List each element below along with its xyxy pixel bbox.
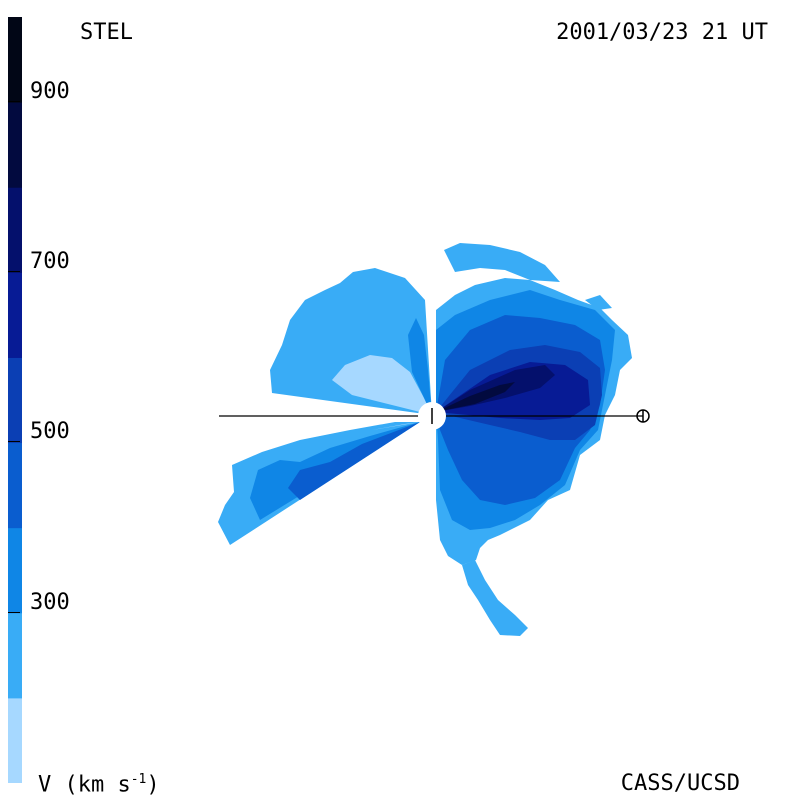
colorbar-segment xyxy=(8,102,22,188)
wedge-lower-left xyxy=(218,422,420,545)
observatory-label: STEL xyxy=(80,20,133,45)
colorbar-segment xyxy=(8,697,22,783)
colorbar-segment xyxy=(8,272,22,358)
credit-label: CASS/UCSD xyxy=(620,771,740,796)
colorbar-tick-label: 500 xyxy=(30,419,70,444)
colorbar-segment xyxy=(8,17,22,103)
wedge-bottom-tail xyxy=(462,560,528,636)
colorbar-segment xyxy=(8,527,22,614)
units-exponent: -1 xyxy=(130,772,147,787)
colorbar-tick-label: 700 xyxy=(30,249,70,274)
wedge-right xyxy=(436,278,632,565)
colorbar-segment xyxy=(8,442,22,529)
earth-symbol-icon xyxy=(636,409,650,423)
colorbar-tick-label: 300 xyxy=(30,590,70,615)
wedge-upper-left xyxy=(270,268,432,415)
colorbar-segment xyxy=(8,612,22,699)
wedge-top-fragments xyxy=(444,243,612,310)
units-label: V (km s-1) xyxy=(38,773,160,796)
timestamp-label: 2001/03/23 21 UT xyxy=(556,20,768,45)
units-suffix: ) xyxy=(146,772,160,798)
colorbar-tick-label: 900 xyxy=(30,79,70,104)
units-prefix: V (km s xyxy=(38,772,131,798)
colorbar-segment xyxy=(8,187,22,273)
colorbar-segment xyxy=(8,357,22,444)
velocity-colorbar xyxy=(8,17,22,783)
